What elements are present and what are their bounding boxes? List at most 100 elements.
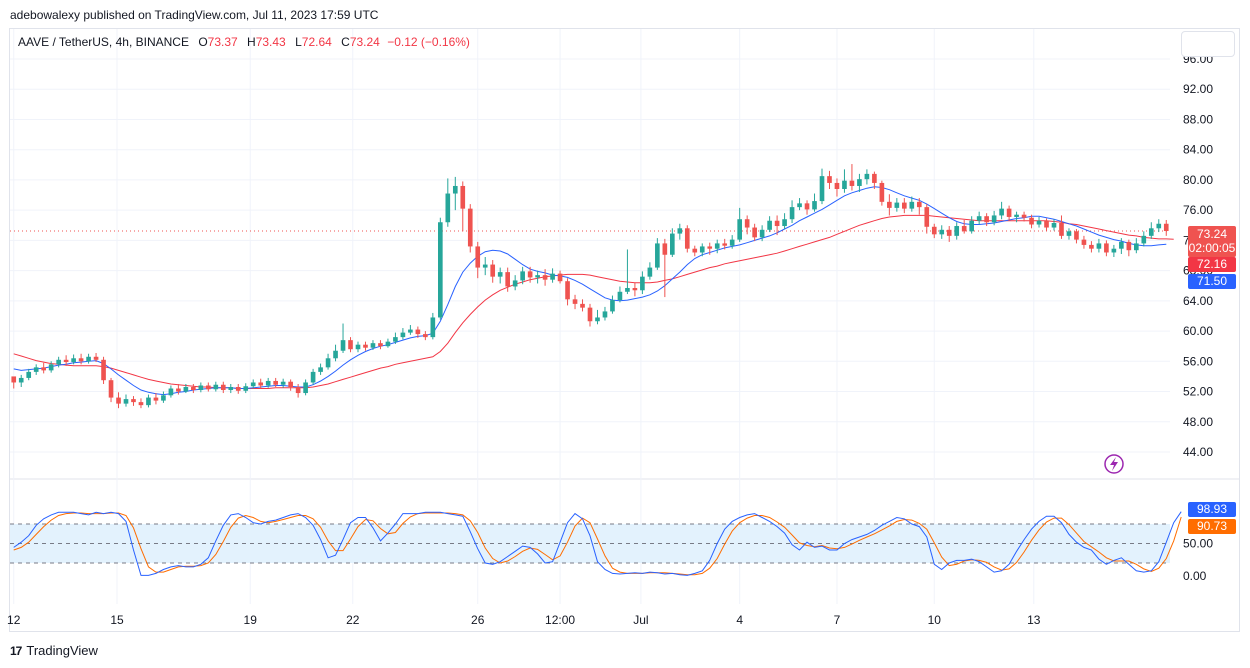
candle — [1066, 228, 1072, 240]
candle — [812, 193, 817, 212]
candle-body — [168, 388, 174, 396]
candle — [520, 266, 525, 285]
candle — [804, 200, 810, 215]
candle-body — [228, 387, 234, 391]
candle — [602, 306, 608, 321]
price-tick-label: 76.00 — [1183, 203, 1213, 217]
candle-body — [452, 185, 458, 194]
candles — [11, 164, 1169, 409]
candle — [572, 294, 578, 310]
flash-icon-bolt — [1110, 457, 1118, 471]
candle — [565, 278, 570, 306]
candle — [1163, 219, 1169, 236]
price-tick-label: 48.00 — [1183, 415, 1213, 429]
candle-body — [370, 343, 376, 348]
candle-body — [460, 185, 466, 209]
high-value: 73.43 — [255, 35, 286, 49]
footer-brand[interactable]: 17 TradingView — [10, 643, 98, 658]
candle-body — [93, 356, 99, 360]
candle — [250, 379, 256, 389]
candle — [213, 381, 219, 392]
candle — [632, 282, 638, 297]
published-caption: adebowalexy published on TradingView.com… — [10, 8, 379, 22]
open-label: O — [198, 35, 208, 49]
candle — [759, 225, 765, 242]
candle — [438, 217, 443, 320]
close-value: 73.24 — [349, 35, 380, 49]
candle — [1021, 211, 1027, 222]
candle-body — [198, 385, 204, 391]
candle — [116, 392, 121, 409]
candle — [138, 398, 144, 409]
candle — [363, 341, 368, 351]
candle — [467, 204, 473, 253]
candle-body — [1148, 228, 1154, 236]
candle-body — [1119, 241, 1124, 249]
candle-body — [767, 220, 772, 230]
candle-body — [288, 381, 293, 388]
candle — [924, 204, 930, 234]
candle — [976, 211, 982, 225]
candle — [842, 169, 847, 193]
price-tick-label: 52.00 — [1183, 385, 1213, 399]
candle — [902, 198, 907, 214]
change-value: −0.12 (−0.16%) — [387, 35, 470, 49]
candle-body — [879, 182, 885, 202]
candle-body — [812, 201, 817, 210]
candle — [101, 356, 106, 384]
close-label: C — [341, 35, 350, 49]
candle — [430, 312, 436, 340]
candle-body — [310, 371, 316, 383]
candle-body — [423, 334, 428, 338]
candle — [505, 267, 510, 292]
candle-body — [1029, 217, 1034, 225]
candle-body — [887, 201, 892, 208]
candle-body — [857, 179, 862, 186]
candle — [1014, 211, 1019, 223]
time-tick-label: 19 — [244, 613, 258, 627]
candle-body — [692, 248, 698, 253]
candle — [961, 219, 967, 234]
candle — [557, 270, 563, 284]
price-tick-label: 64.00 — [1183, 294, 1213, 308]
candle — [550, 268, 555, 283]
candle-body — [325, 358, 331, 368]
candle-body — [819, 176, 825, 202]
candle-body — [662, 243, 668, 255]
chart-frame — [9, 28, 1240, 632]
time-tick-label: 10 — [928, 613, 942, 627]
candle — [355, 341, 361, 353]
candle — [385, 338, 391, 348]
candle — [625, 249, 630, 295]
candle-body — [280, 381, 286, 385]
candle-body — [557, 273, 563, 282]
chart-toolbox[interactable] — [1181, 31, 1235, 57]
candle — [1029, 214, 1034, 229]
candle — [789, 200, 795, 224]
candle-body — [1111, 248, 1117, 253]
candle-body — [894, 202, 900, 208]
candle-body — [565, 281, 570, 300]
candle-body — [1156, 223, 1162, 229]
candle — [647, 262, 653, 280]
candle-body — [430, 317, 436, 338]
candle — [1111, 244, 1117, 258]
candle-body — [542, 275, 548, 280]
candle-body — [415, 329, 421, 335]
candle — [310, 368, 316, 385]
candle-body — [617, 291, 623, 301]
candle — [183, 383, 189, 394]
candle-body — [482, 264, 488, 268]
candle-body — [804, 203, 810, 210]
candle-body — [1006, 208, 1012, 217]
candle — [969, 216, 974, 234]
candle — [542, 269, 548, 286]
candle-body — [48, 364, 54, 371]
candle-body — [999, 208, 1004, 216]
candle-body — [729, 239, 735, 246]
stoch-k-line — [13, 511, 1182, 576]
candle-body — [1051, 223, 1057, 228]
ma-fast-line — [13, 186, 1167, 396]
candle — [655, 238, 660, 270]
